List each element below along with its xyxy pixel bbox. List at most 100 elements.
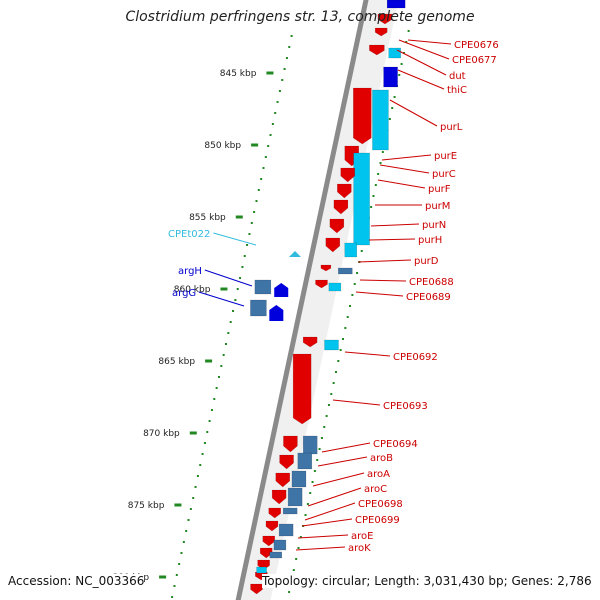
ruler-tick-label: 870 kbp [143,429,180,439]
ruler-tick-label: 860 kbp [174,285,211,295]
track-dot [185,530,188,532]
gene-label: CPE0698 [358,499,403,510]
track-dot [241,266,244,268]
track-dot [288,591,291,593]
track-dot [243,255,246,257]
gene-arrow [377,13,393,25]
track-dot [203,442,206,444]
gene-label: purH [418,235,442,246]
track-dot [222,354,225,356]
track-dot [264,156,267,158]
track-dot [175,574,178,576]
track-dot [276,101,279,103]
gene-box [269,551,283,559]
gene-box [328,282,342,292]
gene-arrow [269,305,284,321]
gene-label: aroB [370,453,393,464]
gene-box [250,299,267,317]
gene-arrow [271,489,287,505]
leader-line [377,179,426,189]
ruler-tick-label: 875 kbp [128,501,165,511]
ruler-tick [159,575,167,579]
gene-label: purL [440,122,463,133]
leader-line [312,472,365,487]
track-dot [285,57,288,59]
gene-arrow [333,199,349,215]
feature-label-left: argG [172,288,196,299]
track-dot [309,492,312,494]
track-dot [337,360,340,362]
accession-text: Accession: NC_003366 [8,574,145,588]
leader-line [389,99,438,127]
leader-line [357,259,412,263]
track-dot [318,448,321,450]
gene-label: purF [428,184,451,195]
ruler-tick [174,503,182,507]
track-dot [283,68,286,70]
track-dot [180,552,183,554]
leader-line [204,269,253,287]
gene-arrow [283,435,298,453]
gene-arrow [374,27,388,37]
track-dot [220,365,223,367]
gene-box [353,152,370,246]
track-dot [173,585,176,587]
gene-box [386,0,406,9]
leader-line [379,164,430,174]
track-dot [274,112,277,114]
ruler-tick [266,71,274,75]
track-dot [407,30,410,32]
track-dot [360,250,363,252]
gene-label: purC [432,169,456,180]
gene-arrow [329,218,345,234]
gene-arrow [250,583,263,595]
gene-arrow [275,472,291,488]
track-dot [246,244,249,246]
gene-box [372,89,389,151]
gene-box [282,507,298,515]
gene-label: CPE0692 [393,352,438,363]
gene-arrow [274,283,289,297]
backbone-line [235,0,369,600]
track-dot [379,162,382,164]
trna-marker [289,251,301,257]
track-dot [339,349,342,351]
leader-line [397,69,445,90]
gene-label: CPE0688 [409,277,454,288]
track-dot [217,376,220,378]
gene-label: CPE0689 [406,292,451,303]
gene-box [278,523,294,537]
gene-label: aroK [348,543,371,554]
leader-line [355,291,404,297]
track-dot [236,288,239,290]
leader-line [317,456,368,467]
gene-box [287,487,303,507]
genome-summary-text: Topology: circular; Length: 3,031,430 bp… [262,574,592,588]
leader-line [368,238,416,241]
gene-arrow [292,353,312,425]
gene-box [388,47,401,59]
gene-label: aroC [364,484,387,495]
track-dot [234,299,237,301]
track-dot [196,475,199,477]
track-dot [248,233,251,235]
gene-label: aroE [351,531,373,542]
track-dot [400,63,403,65]
track-dot [208,420,211,422]
leader-line [332,399,381,406]
gene-label: CPE0676 [454,40,499,51]
track-dot [213,398,216,400]
track-dot [232,310,235,312]
leader-line [370,223,420,227]
track-dot [342,338,345,340]
leader-line [398,39,450,60]
track-dot [255,200,258,202]
track-dot [171,596,174,598]
leader-line [301,518,353,527]
track-dot [377,173,380,175]
track-dot [304,514,307,516]
ruler-tick-label: 850 kbp [204,141,241,151]
track-dot [356,272,359,274]
